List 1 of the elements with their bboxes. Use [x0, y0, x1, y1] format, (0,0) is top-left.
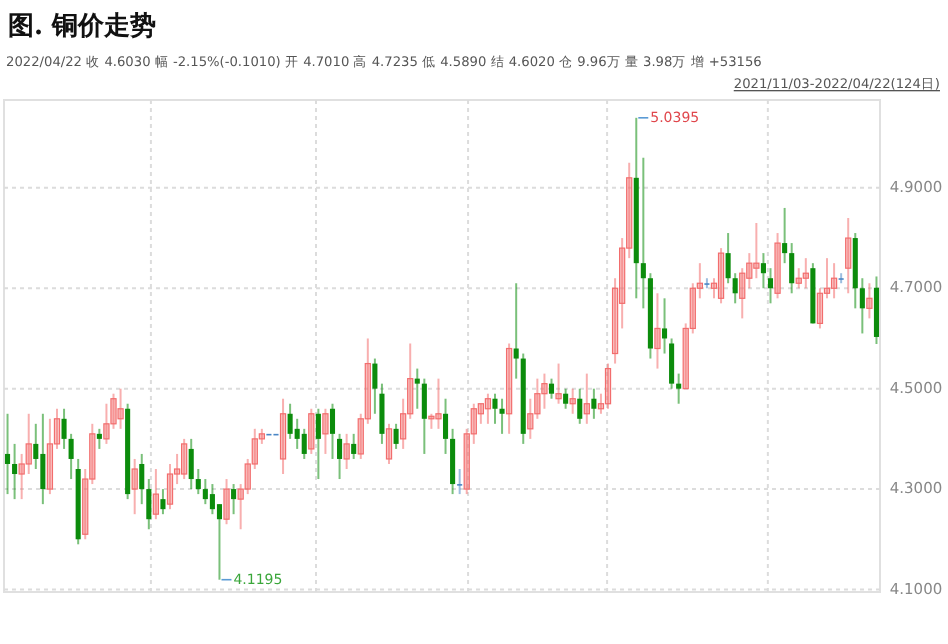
chart-title: 图. 铜价走势: [8, 10, 157, 42]
